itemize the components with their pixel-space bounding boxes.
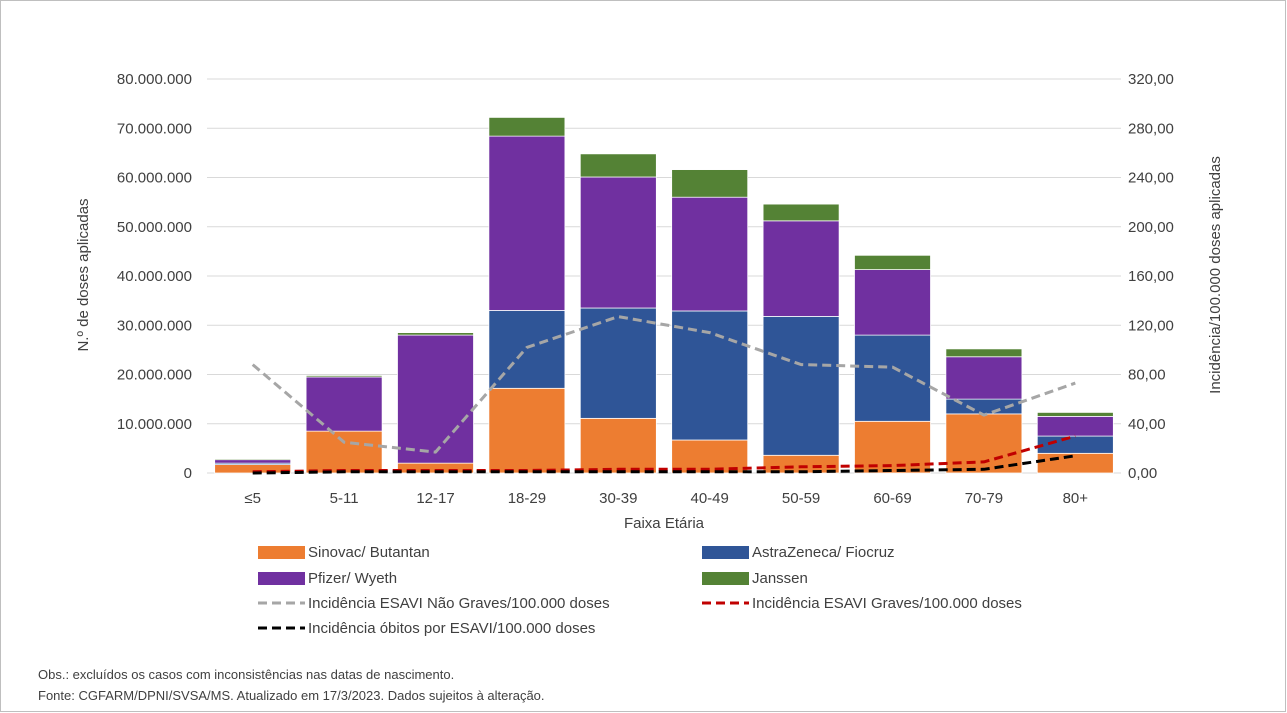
bar-segment: [579, 153, 657, 178]
x-tick-label: 12-17: [416, 490, 454, 507]
y-tick-label: 80.000.000: [117, 71, 192, 88]
x-axis-ticks: ≤5 5-11 12-17 18-29 30-39 40-49 50-59 60-69 70-7…: [244, 490, 1088, 507]
x-tick-label: 50-59: [782, 490, 820, 507]
x-tick-label: 60-69: [873, 490, 911, 507]
legend-swatch: [258, 572, 305, 585]
x-tick-label: 40-49: [691, 490, 729, 507]
legend-label: Sinovac/ Butantan: [308, 544, 430, 561]
bar-segment: [488, 117, 566, 137]
bar-segment: [214, 459, 292, 464]
y-tick-label: 10.000.000: [117, 416, 192, 433]
left-axis-ticks: 0 10.000.000 20.000.000 30.000.000 40.000.00…: [117, 71, 192, 482]
bar-segment: [945, 356, 1023, 400]
legend-swatch: [258, 546, 305, 559]
incidence-lines: [251, 315, 1076, 475]
bar-segment: [945, 348, 1023, 358]
incidence-line: [252, 454, 1076, 475]
y-tick-label: 40.000.000: [117, 268, 192, 285]
x-axis-title: Faixa Etária: [624, 515, 705, 532]
bar-segment: [488, 387, 566, 474]
bar-segment: [1036, 412, 1114, 417]
y2-tick-label: 200,00: [1128, 219, 1174, 236]
legend-swatch: [702, 546, 749, 559]
y-tick-label: 0: [184, 465, 192, 482]
y-tick-label: 20.000.000: [117, 367, 192, 384]
y2-axis-title: Incidência/100.000 doses aplicadas: [1207, 156, 1224, 394]
legend: Sinovac/ Butantan AstraZeneca/ Fiocruz Pfi…: [258, 544, 1022, 637]
y2-tick-label: 280,00: [1128, 120, 1174, 137]
y-axis-title: N.º de doses aplicadas: [75, 198, 92, 351]
bar-segment: [1036, 415, 1114, 437]
bar-segment: [854, 254, 931, 270]
bar-segment: [671, 196, 749, 312]
bar-segment: [762, 220, 840, 317]
legend-label: Pfizer/ Wyeth: [308, 570, 397, 587]
y2-tick-label: 80,00: [1128, 367, 1166, 384]
x-tick-label: 5-11: [330, 490, 359, 507]
bar-segment: [854, 269, 931, 336]
bar-segment: [305, 430, 383, 474]
bars: [214, 117, 1114, 474]
bar-segment: [305, 376, 383, 432]
x-tick-label: ≤5: [244, 490, 261, 507]
y2-tick-label: 160,00: [1128, 268, 1174, 285]
observation-note: Obs.: excluídos os casos com inconsistên…: [38, 667, 455, 682]
y-tick-label: 30.000.000: [117, 317, 192, 334]
bar-segment: [397, 332, 474, 336]
bar-segment: [671, 310, 749, 441]
x-tick-label: 70-79: [965, 490, 1003, 507]
y-tick-label: 60.000.000: [117, 170, 192, 187]
bar-segment: [671, 169, 749, 198]
legend-label: Incidência ESAVI Não Graves/100.000 dose…: [308, 595, 610, 612]
incidence-line: [251, 315, 1076, 454]
bar-segment: [579, 176, 657, 309]
bar-segment: [305, 375, 383, 378]
x-tick-label: 80+: [1063, 490, 1089, 507]
y-tick-label: 50.000.000: [117, 219, 192, 236]
legend-label: Janssen: [752, 570, 808, 587]
legend-label: AstraZeneca/ Fiocruz: [752, 544, 895, 561]
bar-segment: [579, 417, 657, 474]
bar-segment: [762, 316, 840, 456]
bar-segment: [214, 458, 292, 461]
bar-segment: [762, 203, 840, 222]
bar-segment: [488, 135, 566, 311]
y2-tick-label: 320,00: [1128, 71, 1174, 88]
y2-tick-label: 40,00: [1128, 416, 1166, 433]
incidence-line: [252, 434, 1076, 474]
right-axis-ticks: 0,00 40,00 80,00 120,00 160,00 200,00 240,00 28…: [1128, 71, 1174, 482]
legend-label: Incidência óbitos por ESAVI/100.000 dose…: [308, 620, 595, 637]
x-tick-label: 30-39: [599, 490, 637, 507]
y2-tick-label: 240,00: [1128, 170, 1174, 187]
bar-segment: [579, 307, 657, 419]
bar-segment: [397, 334, 474, 464]
bar-segment: [854, 334, 931, 422]
x-tick-label: 18-29: [508, 490, 546, 507]
source-note: Fonte: CGFARM/DPNI/SVSA/MS. Atualizado e…: [38, 688, 545, 703]
bar-segment: [671, 439, 749, 474]
y-tick-label: 70.000.000: [117, 120, 192, 137]
y2-tick-label: 120,00: [1128, 317, 1174, 334]
legend-swatch: [702, 572, 749, 585]
y2-tick-label: 0,00: [1128, 465, 1157, 482]
bar-segment: [1036, 452, 1114, 474]
legend-label: Incidência ESAVI Graves/100.000 doses: [752, 595, 1022, 612]
